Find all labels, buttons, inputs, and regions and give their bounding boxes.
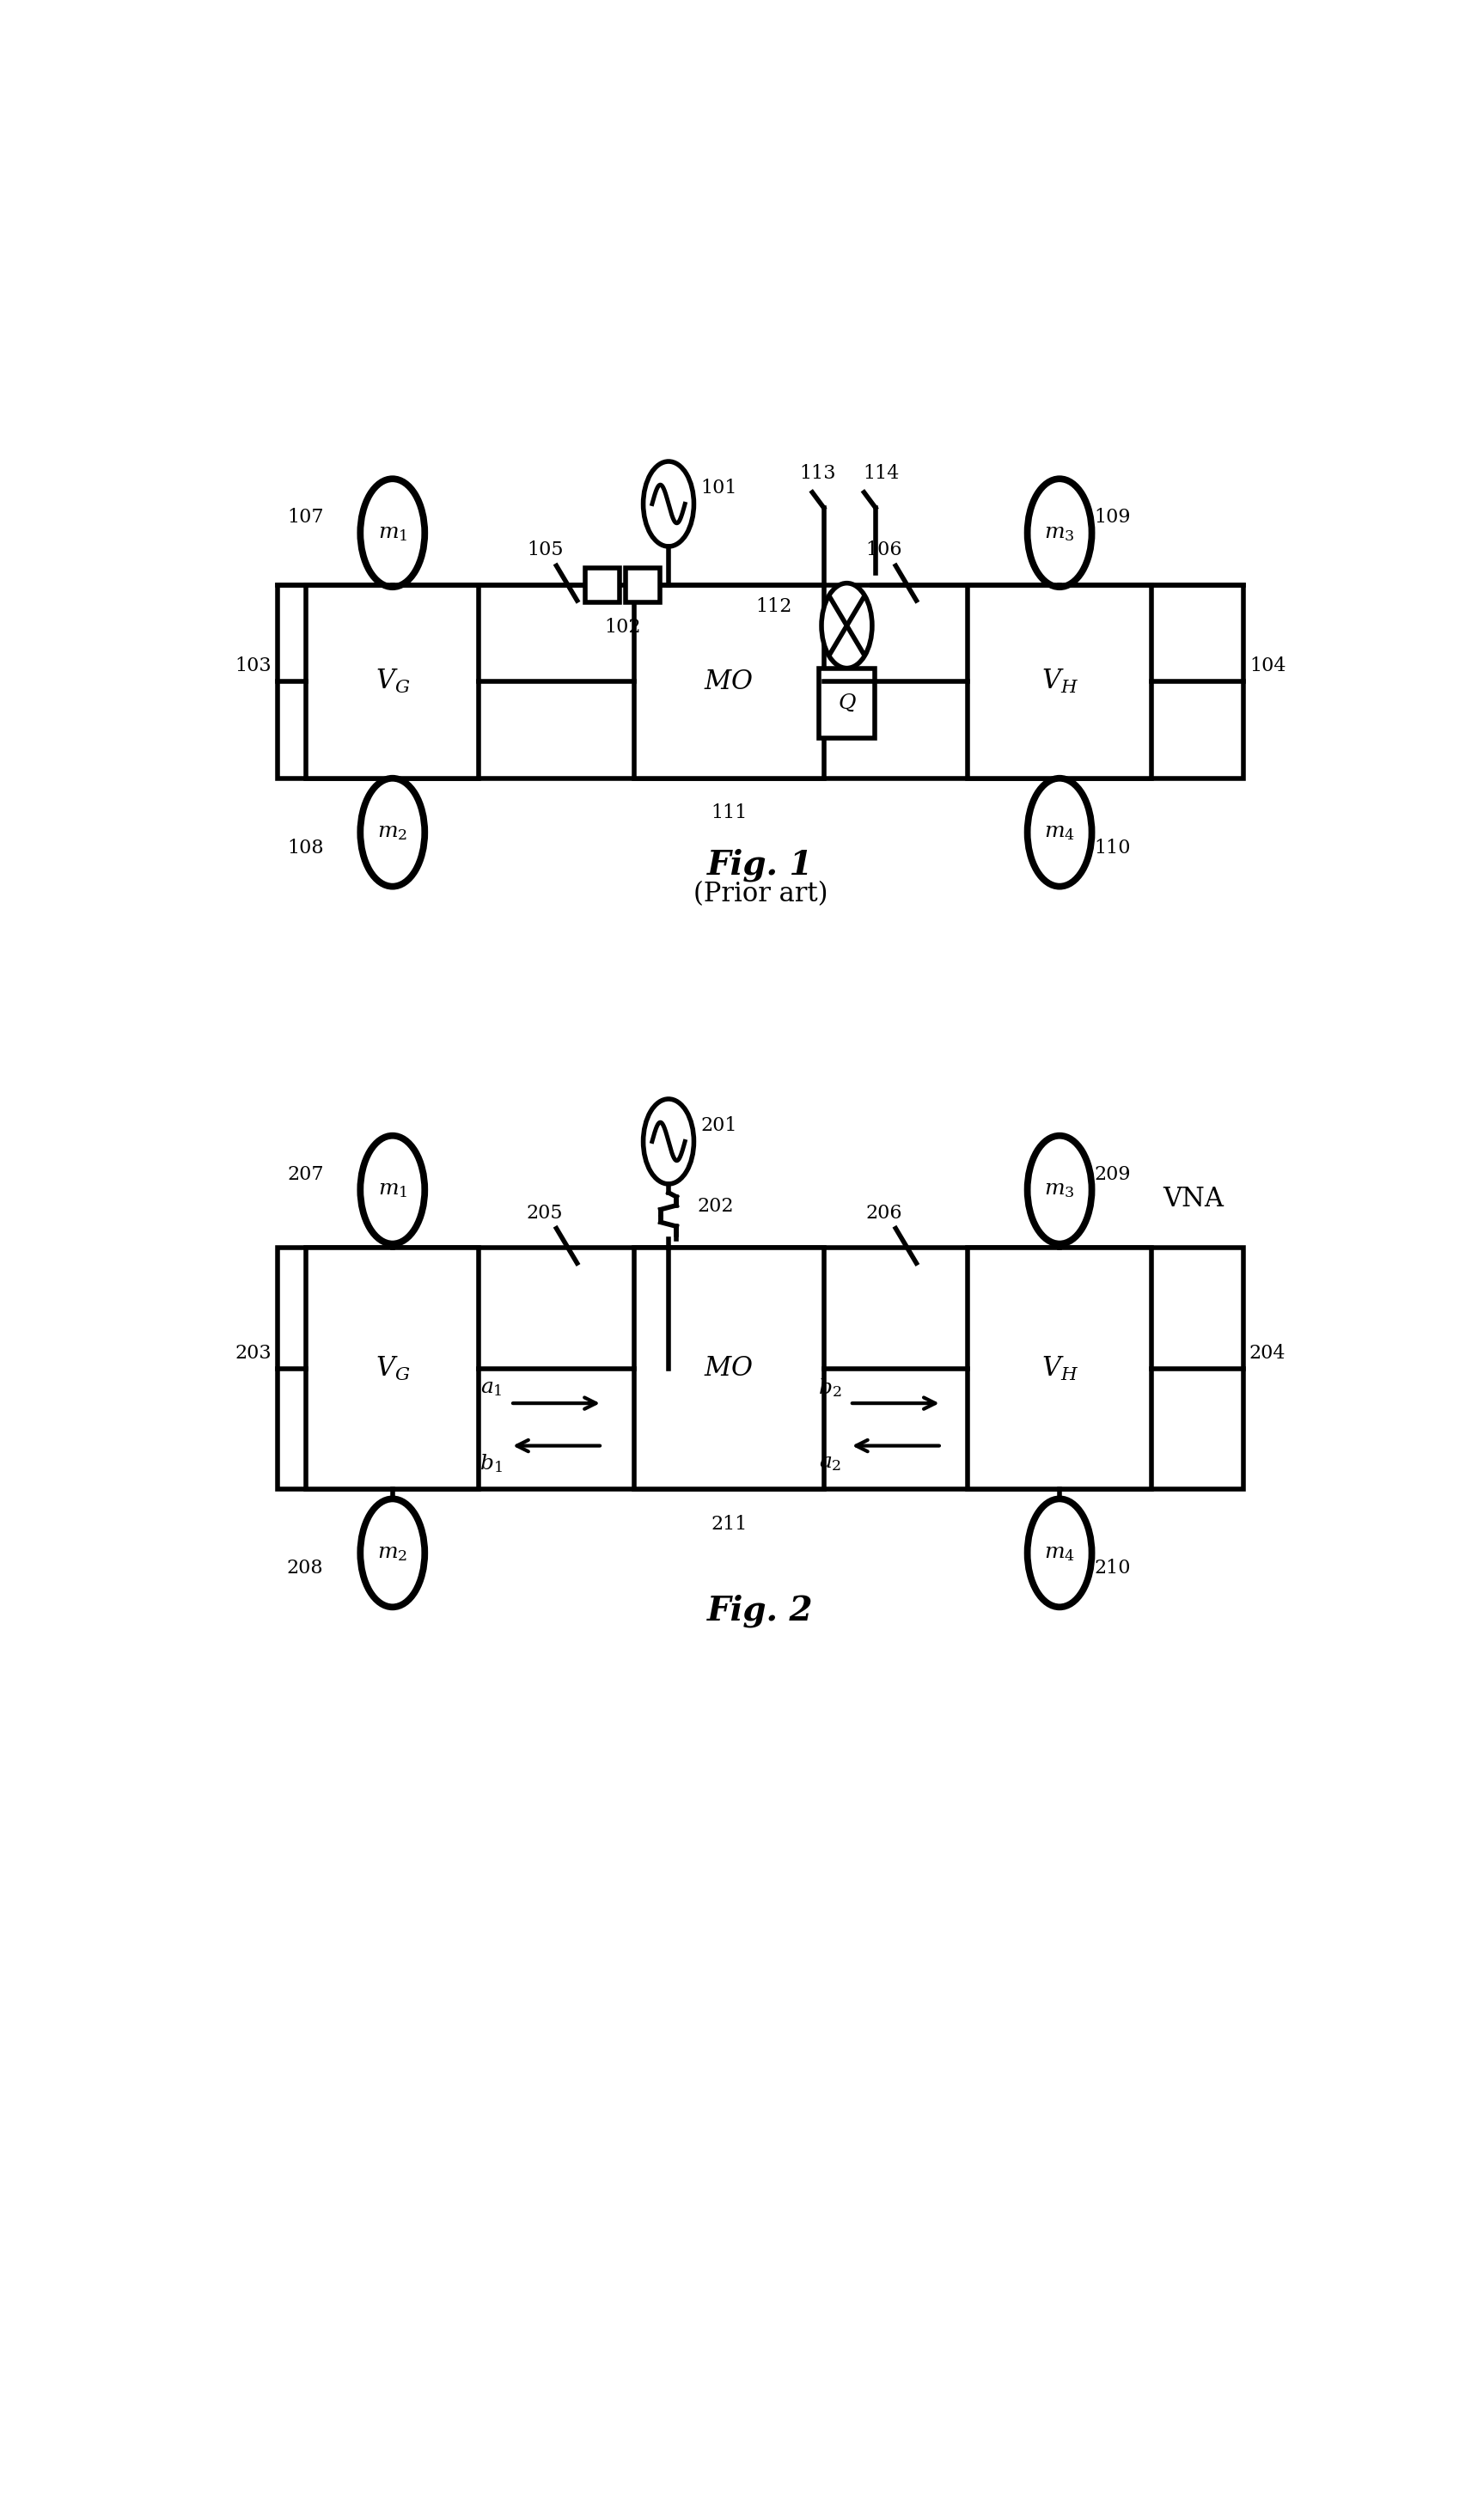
- Text: 209: 209: [1094, 1164, 1131, 1184]
- Bar: [634, 585, 824, 778]
- Circle shape: [361, 479, 424, 587]
- Circle shape: [822, 582, 873, 667]
- Text: $V_H$: $V_H$: [1042, 1355, 1077, 1382]
- Text: 211: 211: [711, 1515, 746, 1533]
- Bar: [278, 585, 1244, 778]
- Circle shape: [643, 1099, 695, 1184]
- Bar: [306, 585, 479, 778]
- Text: 210: 210: [1094, 1558, 1131, 1578]
- Text: $m_1$: $m_1$: [378, 1179, 407, 1199]
- Text: $V_G$: $V_G$: [375, 667, 410, 695]
- Text: 201: 201: [700, 1117, 738, 1137]
- Text: 202: 202: [697, 1197, 733, 1217]
- Text: 108: 108: [286, 838, 324, 858]
- Bar: [968, 585, 1152, 778]
- Circle shape: [361, 1498, 424, 1608]
- Text: 113: 113: [800, 464, 837, 482]
- Text: $MO$: $MO$: [703, 667, 754, 695]
- Text: 107: 107: [286, 507, 324, 527]
- Bar: [968, 1247, 1152, 1490]
- Text: 109: 109: [1094, 507, 1131, 527]
- Bar: [278, 1247, 1244, 1490]
- Text: Q: Q: [838, 692, 856, 713]
- Text: 208: 208: [286, 1558, 324, 1578]
- Circle shape: [361, 778, 424, 886]
- Text: $a_1$: $a_1$: [481, 1377, 503, 1398]
- Bar: [634, 1247, 824, 1490]
- Bar: [306, 1247, 479, 1490]
- Text: 206: 206: [867, 1204, 902, 1222]
- Text: $m_3$: $m_3$: [1045, 522, 1074, 542]
- Text: 104: 104: [1250, 657, 1285, 675]
- Text: 204: 204: [1250, 1342, 1285, 1362]
- Circle shape: [1027, 479, 1092, 587]
- Text: $m_2$: $m_2$: [377, 823, 408, 843]
- Text: 106: 106: [867, 542, 902, 560]
- Circle shape: [1027, 1498, 1092, 1608]
- Text: 205: 205: [527, 1204, 562, 1222]
- Text: $V_G$: $V_G$: [375, 1355, 410, 1382]
- Circle shape: [1027, 1137, 1092, 1244]
- Text: $m_3$: $m_3$: [1045, 1179, 1074, 1199]
- Text: 112: 112: [755, 597, 791, 615]
- Text: $m_4$: $m_4$: [1045, 823, 1074, 843]
- Text: $m_1$: $m_1$: [378, 522, 407, 542]
- Text: 111: 111: [711, 803, 746, 823]
- Text: 102: 102: [604, 617, 641, 637]
- Text: $a_2$: $a_2$: [819, 1453, 841, 1473]
- Circle shape: [643, 462, 695, 547]
- Text: VNA: VNA: [1163, 1187, 1224, 1212]
- Text: $MO$: $MO$: [703, 1355, 754, 1382]
- Bar: [625, 567, 660, 602]
- Text: 207: 207: [286, 1164, 324, 1184]
- Bar: [819, 667, 874, 738]
- Text: 105: 105: [527, 542, 562, 560]
- Text: Fig. 2: Fig. 2: [708, 1593, 813, 1628]
- Text: 203: 203: [234, 1342, 272, 1362]
- Text: $m_4$: $m_4$: [1045, 1543, 1074, 1563]
- Text: $V_H$: $V_H$: [1042, 667, 1077, 695]
- Circle shape: [1027, 778, 1092, 886]
- Text: 101: 101: [700, 479, 738, 497]
- Text: (Prior art): (Prior art): [693, 881, 828, 908]
- Text: $m_2$: $m_2$: [377, 1543, 408, 1563]
- Text: 114: 114: [864, 464, 899, 482]
- Text: $b_1$: $b_1$: [479, 1453, 503, 1475]
- Bar: [585, 567, 620, 602]
- Text: Fig. 1: Fig. 1: [708, 848, 813, 881]
- Text: 110: 110: [1094, 838, 1131, 858]
- Circle shape: [361, 1137, 424, 1244]
- Text: 103: 103: [234, 657, 272, 675]
- Text: $b_2$: $b_2$: [818, 1377, 841, 1400]
